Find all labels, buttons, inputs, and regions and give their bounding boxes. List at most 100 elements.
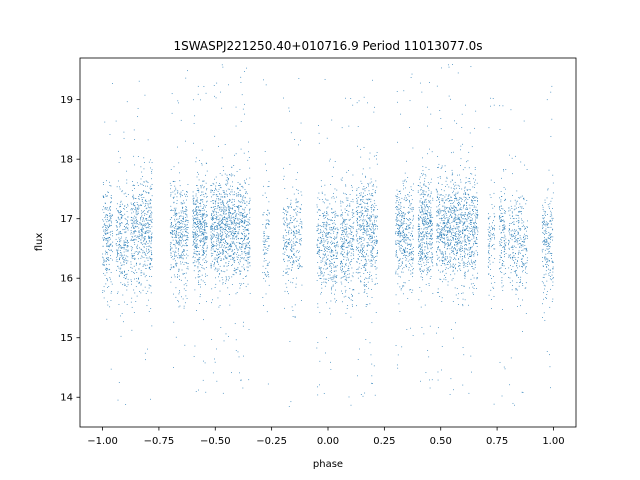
data-point: [227, 206, 229, 207]
data-point: [223, 217, 225, 219]
data-point: [268, 201, 270, 203]
data-point: [365, 203, 367, 204]
data-point: [244, 219, 246, 221]
data-point: [110, 231, 112, 232]
data-point: [342, 232, 343, 233]
data-point: [170, 252, 172, 254]
data-point: [228, 217, 230, 218]
data-point: [232, 257, 234, 259]
data-point: [119, 224, 121, 226]
data-point: [334, 210, 336, 212]
data-point: [246, 245, 248, 247]
data-point: [356, 261, 358, 263]
data-point: [404, 228, 406, 230]
data-point: [226, 229, 227, 231]
data-point: [146, 223, 147, 225]
data-point: [262, 240, 264, 242]
data-point: [343, 271, 344, 272]
data-point: [321, 270, 323, 272]
data-point: [231, 372, 232, 374]
data-point: [134, 243, 136, 245]
data-point: [346, 204, 348, 206]
data-point: [195, 213, 197, 215]
data-point: [293, 262, 295, 264]
data-point: [194, 236, 196, 238]
data-point: [267, 219, 269, 221]
data-point: [317, 251, 319, 253]
data-point: [298, 263, 300, 265]
data-point: [184, 261, 186, 263]
data-point: [362, 168, 364, 170]
data-point: [192, 244, 194, 246]
data-point: [229, 219, 231, 221]
data-point: [138, 80, 140, 82]
data-point: [341, 245, 343, 247]
data-point: [211, 255, 213, 256]
data-point: [317, 230, 318, 232]
data-point: [397, 141, 398, 143]
data-point: [203, 212, 205, 214]
data-point: [196, 199, 197, 201]
data-point: [407, 177, 409, 178]
data-point: [370, 211, 372, 213]
data-point: [205, 174, 206, 176]
data-point: [138, 207, 140, 209]
data-point: [123, 261, 125, 263]
data-point: [229, 277, 230, 279]
data-point: [202, 218, 204, 219]
data-point: [204, 230, 206, 232]
data-point: [223, 258, 225, 260]
data-point: [406, 234, 407, 236]
data-point: [228, 235, 230, 236]
data-point: [353, 221, 355, 223]
data-point: [140, 166, 142, 168]
data-point: [174, 228, 176, 229]
data-point: [175, 230, 177, 232]
data-point: [195, 227, 196, 229]
data-point: [406, 251, 408, 252]
data-point: [233, 270, 235, 272]
data-point: [244, 181, 246, 183]
data-point: [293, 231, 294, 233]
data-point: [218, 263, 219, 265]
data-point: [372, 222, 373, 224]
data-point: [325, 240, 327, 242]
data-point: [244, 227, 246, 229]
data-point: [107, 220, 109, 222]
data-point: [221, 210, 223, 212]
data-point: [364, 392, 366, 394]
data-point: [346, 239, 347, 241]
data-point: [112, 215, 113, 217]
data-point: [131, 297, 133, 299]
data-point: [149, 228, 151, 229]
data-point: [327, 218, 328, 219]
data-point: [211, 219, 212, 220]
data-point: [403, 285, 405, 287]
data-point: [192, 191, 194, 193]
data-point: [132, 220, 134, 222]
data-point: [227, 178, 229, 180]
data-point: [210, 225, 212, 227]
data-point: [402, 285, 404, 286]
data-point: [217, 297, 219, 299]
data-point: [146, 202, 148, 204]
data-point: [145, 200, 146, 202]
data-point: [363, 226, 364, 228]
data-point: [212, 210, 213, 212]
data-point: [173, 181, 175, 182]
data-point: [175, 336, 177, 338]
data-point: [223, 211, 225, 213]
data-point: [334, 220, 335, 221]
data-point: [180, 212, 182, 214]
data-point: [243, 283, 245, 284]
data-point: [222, 201, 223, 203]
data-point: [231, 227, 233, 229]
data-point: [286, 223, 288, 225]
data-point: [205, 267, 207, 268]
data-point: [266, 253, 268, 254]
data-point: [185, 242, 186, 244]
data-point: [358, 187, 360, 188]
data-point: [110, 238, 111, 240]
data-point: [221, 222, 223, 224]
data-point: [343, 192, 344, 194]
